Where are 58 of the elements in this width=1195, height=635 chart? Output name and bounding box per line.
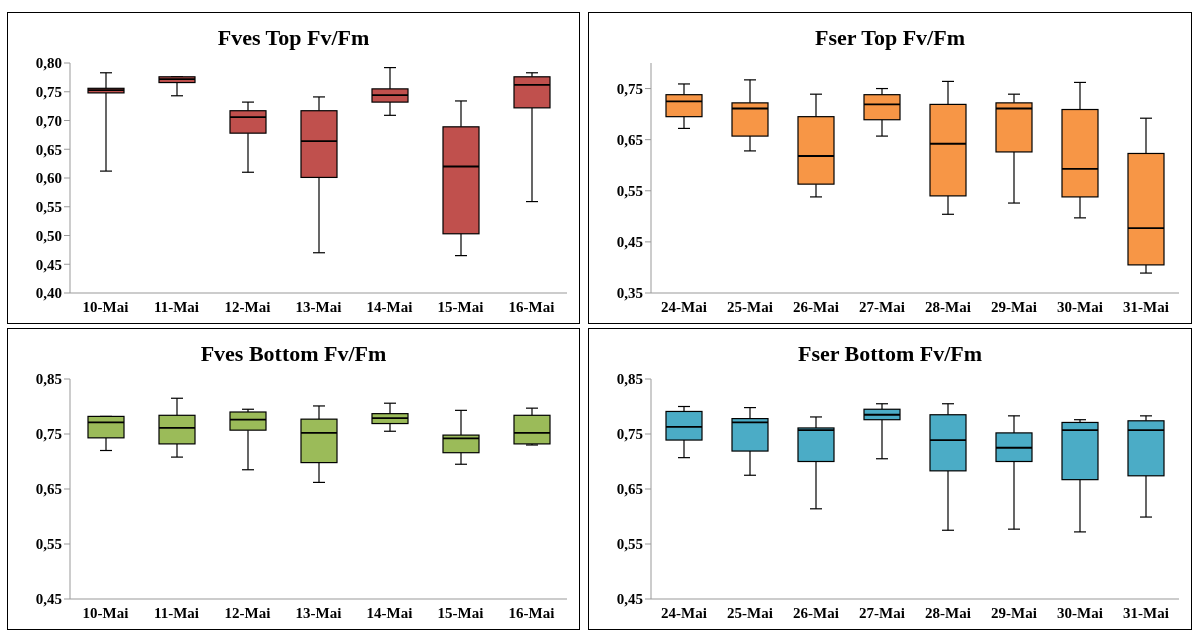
x-tick-label: 11-Mai — [154, 298, 199, 315]
x-tick-label: 25-Mai — [727, 298, 773, 315]
y-tick-label: 0,45 — [35, 591, 62, 608]
x-tick-label: 31-Mai — [1123, 298, 1169, 315]
x-tick-label: 29-Mai — [991, 298, 1037, 315]
y-tick-label: 0,65 — [616, 131, 643, 148]
x-tick-label: 29-Mai — [991, 604, 1037, 621]
x-tick-label: 16-Mai — [508, 604, 555, 621]
chart-title: Fves Top Fv/Fm — [216, 25, 371, 52]
x-tick-label: 14-Mai — [366, 604, 413, 621]
y-tick-label: 0,45 — [616, 234, 643, 251]
y-tick-label: 0,45 — [616, 591, 643, 608]
y-tick-label: 0,45 — [35, 256, 62, 273]
x-tick-label: 28-Mai — [925, 604, 971, 621]
y-tick-label: 0,70 — [35, 112, 62, 129]
y-tick-label: 0,60 — [35, 170, 62, 187]
y-tick-label: 0,65 — [35, 481, 62, 498]
y-tick-label: 0,75 — [35, 426, 62, 443]
y-tick-label: 0,85 — [616, 371, 643, 388]
y-tick-label: 0,40 — [35, 285, 62, 302]
y-tick-label: 0,65 — [35, 141, 62, 158]
chart-title: Fser Top Fv/Fm — [814, 25, 966, 52]
x-tick-label: 13-Mai — [295, 604, 342, 621]
x-tick-label: 14-Mai — [366, 298, 413, 315]
x-tick-label: 12-Mai — [224, 298, 271, 315]
x-tick-label: 25-Mai — [727, 604, 773, 621]
x-tick-label: 26-Mai — [793, 298, 839, 315]
y-tick-label: 0,75 — [616, 80, 643, 97]
x-tick-label: 31-Mai — [1123, 604, 1169, 621]
x-tick-label: 27-Mai — [859, 298, 905, 315]
y-tick-label: 0,50 — [35, 227, 62, 244]
y-tick-label: 0,35 — [616, 285, 643, 302]
x-tick-label: 30-Mai — [1057, 604, 1103, 621]
x-tick-label: 10-Mai — [82, 298, 129, 315]
chart-title: Fves Bottom Fv/Fm — [199, 341, 388, 368]
x-tick-label: 12-Mai — [224, 604, 271, 621]
x-tick-label: 24-Mai — [661, 298, 707, 315]
y-tick-label: 0,75 — [616, 426, 643, 443]
y-tick-label: 0,55 — [35, 536, 62, 553]
y-tick-label: 0,65 — [616, 481, 643, 498]
x-tick-label: 30-Mai — [1057, 298, 1103, 315]
x-tick-label: 11-Mai — [154, 604, 199, 621]
x-tick-label: 10-Mai — [82, 604, 129, 621]
x-tick-label: 16-Mai — [508, 298, 555, 315]
y-tick-label: 0,55 — [35, 199, 62, 216]
y-tick-label: 0,80 — [35, 55, 62, 72]
y-tick-label: 0,55 — [616, 183, 643, 200]
x-tick-label: 15-Mai — [437, 604, 484, 621]
x-tick-label: 13-Mai — [295, 298, 342, 315]
chart-title: Fser Bottom Fv/Fm — [796, 341, 984, 368]
x-tick-label: 28-Mai — [925, 298, 971, 315]
x-tick-label: 15-Mai — [437, 298, 484, 315]
y-tick-label: 0,55 — [616, 536, 643, 553]
x-tick-label: 24-Mai — [661, 604, 707, 621]
x-tick-label: 27-Mai — [859, 604, 905, 621]
y-tick-label: 0,85 — [35, 371, 62, 388]
y-tick-label: 0,75 — [35, 84, 62, 101]
x-tick-label: 26-Mai — [793, 604, 839, 621]
